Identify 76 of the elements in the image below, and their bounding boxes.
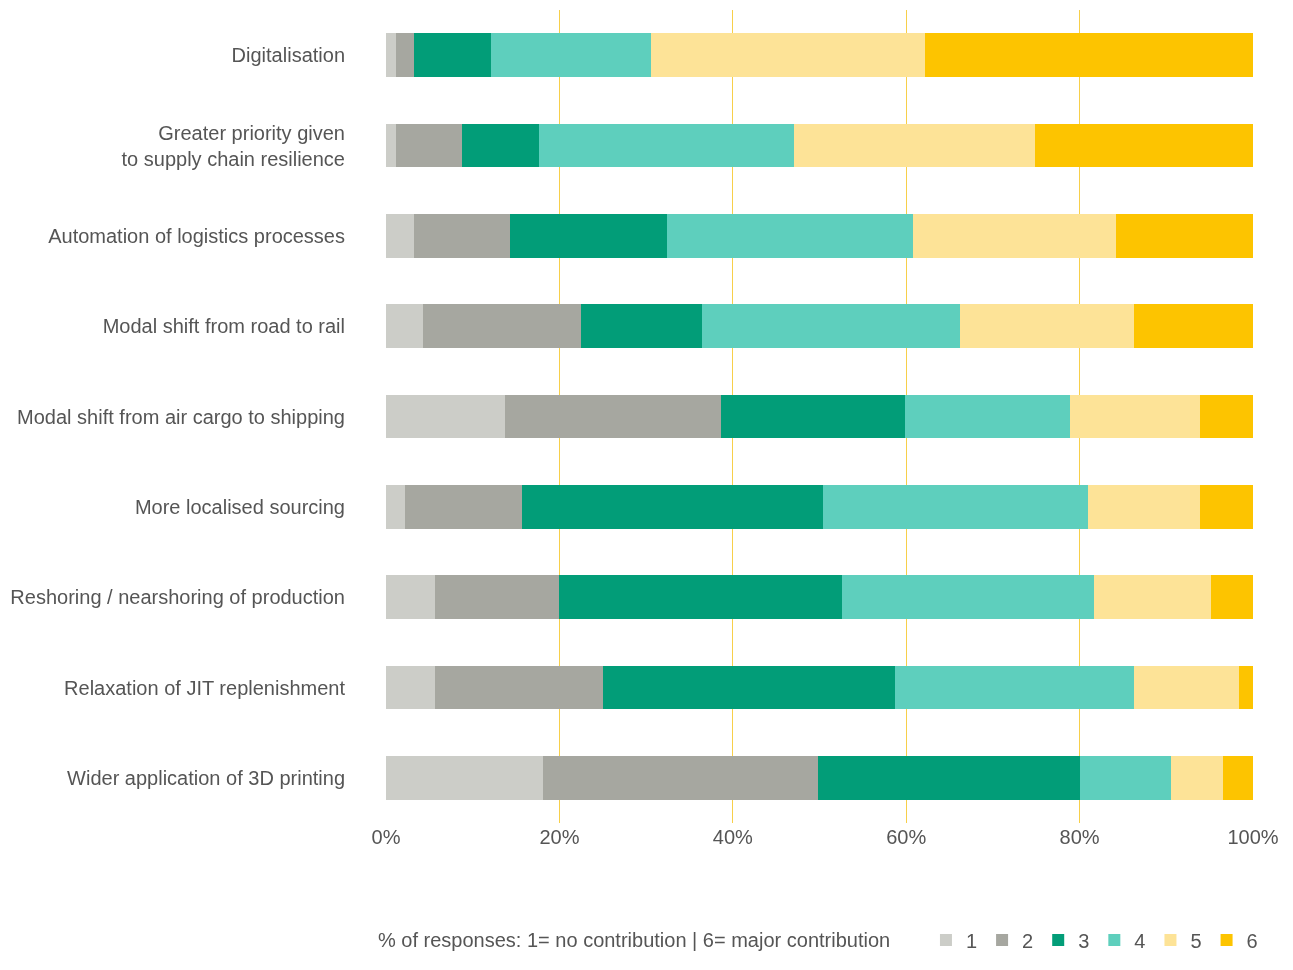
bar — [522, 485, 823, 529]
bar — [490, 33, 652, 77]
bar — [894, 665, 1135, 710]
bar — [434, 575, 560, 619]
bar — [1094, 575, 1212, 619]
bar — [434, 665, 603, 710]
bar — [1134, 304, 1253, 348]
y-tick-label: Reshoring / nearshoring of production — [10, 586, 345, 609]
bar — [1088, 485, 1201, 529]
bar — [386, 394, 505, 439]
y-tick-label: Automation of logistics processes — [48, 224, 345, 247]
bar — [386, 123, 396, 168]
bar — [386, 575, 435, 619]
bar — [1116, 214, 1253, 258]
legend-title: % of responses: 1= no contribution | 6= major contribution — [378, 928, 918, 951]
bar — [462, 123, 539, 168]
bar — [1239, 665, 1253, 710]
legend-label: 3 — [1078, 929, 1090, 952]
legend-label: 5 — [1190, 929, 1202, 952]
bar — [504, 394, 721, 439]
bar — [386, 665, 435, 710]
bar — [386, 756, 543, 800]
bar — [386, 485, 406, 529]
y-tick-label: Greater priority given to supply chain resilience — [121, 121, 345, 170]
bar — [395, 33, 414, 77]
bar — [1070, 394, 1201, 439]
bar — [1200, 485, 1253, 529]
bar — [509, 214, 667, 258]
bar — [386, 214, 414, 258]
y-tick-label: More localised sourcing — [134, 495, 345, 518]
x-tick-label: 100% — [1227, 826, 1279, 848]
legend-label: 6 — [1246, 929, 1258, 952]
legend-label: 2 — [1022, 929, 1034, 952]
bar — [701, 304, 960, 348]
bar — [817, 756, 1081, 800]
y-tick-label: Modal shift from road to rail — [102, 315, 345, 338]
bar — [386, 304, 424, 348]
bar — [559, 575, 843, 619]
bar — [413, 33, 491, 77]
bar — [581, 304, 702, 348]
bar — [386, 33, 396, 77]
bar — [542, 756, 818, 800]
bar — [925, 33, 1253, 77]
legend-label: 4 — [1134, 929, 1146, 952]
bar — [1134, 665, 1240, 710]
bar — [794, 123, 1036, 168]
bar — [395, 123, 463, 168]
bar — [1035, 123, 1253, 168]
bar — [905, 394, 1071, 439]
bar — [720, 394, 906, 439]
bar — [666, 214, 914, 258]
x-tick-label: 20% — [539, 826, 580, 848]
bar — [423, 304, 582, 348]
y-tick-label: Digitalisation — [231, 44, 345, 67]
x-tick-label: 80% — [1059, 826, 1100, 848]
y-tick-label: Wider application of 3D printing — [67, 766, 345, 789]
bar — [413, 214, 510, 258]
x-tick-label: 0% — [371, 826, 401, 848]
bar — [822, 485, 1089, 529]
legend-label: 1 — [965, 929, 978, 952]
bar — [959, 304, 1135, 348]
bar — [1170, 756, 1223, 800]
bar — [913, 214, 1117, 258]
bar — [602, 665, 895, 710]
x-tick-label: 60% — [886, 826, 927, 848]
bar — [1211, 575, 1253, 619]
bar — [1222, 756, 1253, 800]
x-tick-label: 40% — [712, 826, 754, 848]
bar — [405, 485, 523, 529]
bar — [651, 33, 926, 77]
bar — [842, 575, 1095, 619]
bar — [1200, 394, 1253, 439]
bar — [538, 123, 795, 168]
bar — [1080, 756, 1171, 800]
y-tick-label: Modal shift from air cargo to shipping — [17, 405, 345, 428]
y-tick-label: Relaxation of JIT replenishment — [64, 676, 346, 699]
